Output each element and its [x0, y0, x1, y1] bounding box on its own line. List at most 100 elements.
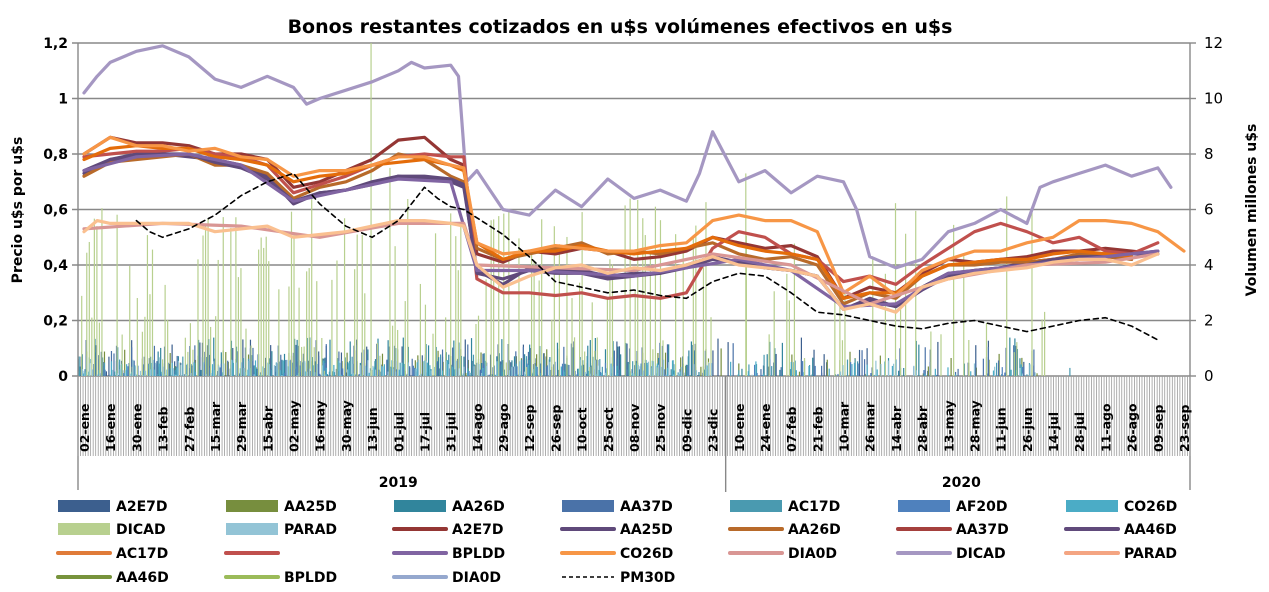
volume-bar-af20d [574, 370, 576, 376]
volume-bar-aa26d [513, 356, 516, 376]
legend-item: BPLDD [392, 546, 505, 562]
volume-bar-dicad [265, 236, 267, 376]
volume-bar-co26d [171, 362, 173, 376]
volume-bar-af20d [127, 366, 129, 376]
volume-bar-co26d [151, 362, 153, 376]
volume-bar-aa26d [781, 342, 783, 376]
volume-bar-parad [473, 366, 475, 376]
volume-bar-dicad [91, 317, 93, 376]
volume-bar-dicad [930, 331, 932, 376]
volume-bar-aa37d [174, 371, 176, 376]
legend-swatch-bar [730, 500, 782, 512]
volume-bar-parad [392, 368, 394, 376]
legend-swatch-bar [226, 523, 278, 535]
volume-bar-ac17d [811, 374, 813, 376]
volume-bar-dicad [167, 319, 169, 376]
volume-bar-aa26d [326, 374, 329, 376]
volume-bar-parad [352, 363, 354, 376]
volume-bar-a2e7d [108, 356, 110, 376]
volume-bar-af20d [238, 373, 240, 376]
legend-item: PARAD [226, 522, 337, 538]
volume-bar-dicad [237, 277, 240, 376]
volume-bar-aa37d [1023, 366, 1025, 376]
volume-bar-aa26d [1009, 337, 1011, 376]
volume-bar-aa37d [626, 369, 628, 376]
volume-bar-co26d [373, 367, 375, 376]
volume-bar-aa37d [176, 355, 178, 376]
volume-bar-aa37d [664, 369, 666, 376]
legend-item: AA26D [728, 522, 841, 538]
volume-bar-parad [665, 374, 667, 376]
volume-bar-dicad [336, 260, 338, 376]
x-tick-label: 01-jul [391, 412, 406, 452]
volume-bar-parad [486, 366, 488, 376]
volume-bar-af20d [94, 374, 96, 376]
volume-bar-dicad [391, 325, 394, 376]
x-tick-label: 26-ago [1125, 403, 1140, 452]
volume-bar-parad [839, 371, 842, 376]
volume-bar-dicad [591, 302, 593, 376]
volume-bar-dicad [505, 362, 507, 376]
volume-bar-aa26d [501, 339, 503, 376]
volume-bar-parad [511, 367, 513, 376]
volume-bar-aa26d [592, 356, 594, 376]
volume-bar-parad [223, 363, 225, 376]
volume-bar-ac17d [134, 365, 136, 376]
volume-bar-parad [374, 369, 377, 376]
legend-swatch-bar [394, 500, 446, 512]
volume-bar-parad [309, 368, 311, 376]
volume-bar-dicad [571, 298, 573, 376]
volume-bar-aa26d [256, 368, 258, 376]
volume-bar-aa26d [766, 354, 768, 376]
volume-bar-co26d [350, 374, 353, 376]
volume-bar-parad [637, 364, 639, 376]
volume-bar-af20d [683, 372, 685, 376]
volume-bar-parad [612, 366, 614, 376]
volume-bar-ac17d [1026, 374, 1028, 376]
volume-bar-parad [152, 359, 154, 376]
volume-bar-aa25d [124, 349, 126, 376]
volume-bar-af20d [529, 375, 531, 376]
volume-bar-dicad [98, 322, 101, 376]
legend-item: AF20D [898, 499, 1008, 515]
volume-bar-dicad [793, 243, 796, 376]
volume-bar-aa37d [153, 345, 156, 376]
volume-bar-parad [382, 366, 384, 376]
x-tick-label: 15-mar [208, 401, 223, 452]
volume-bar-dicad [834, 296, 836, 376]
x-tick-label: 02-may [287, 400, 302, 452]
volume-bar-dicad [525, 367, 528, 376]
volume-bar-aa26d [670, 369, 672, 376]
volume-bar-co26d [110, 361, 113, 376]
legend-label: DICAD [116, 522, 166, 538]
volume-bar-aa37d [325, 344, 327, 376]
volume-bar-parad [142, 375, 144, 376]
volume-bar-dicad [692, 235, 694, 376]
volume-bar-co26d [158, 363, 161, 376]
volume-bar-co26d [416, 362, 418, 376]
volume-bar-af20d [185, 364, 187, 376]
volume-bar-af20d [283, 372, 286, 376]
volume-bar-dicad [184, 337, 186, 376]
volume-bar-af20d [220, 363, 222, 376]
legend-label: DIA0D [452, 570, 501, 586]
volume-bar-a2e7d [174, 361, 176, 376]
volume-bar-aa25d [225, 352, 227, 376]
volume-bar-co26d [340, 374, 343, 376]
volume-bar-dicad [141, 331, 143, 376]
volume-bar-aa37d [982, 358, 984, 376]
volume-bar-a2e7d [143, 356, 145, 376]
volume-bar-parad [117, 373, 119, 376]
volume-bar-dicad [710, 317, 712, 376]
x-tick-label: 14-ago [470, 403, 485, 452]
volume-bar-parad [584, 371, 586, 376]
legend-swatch-bar [898, 500, 950, 512]
volume-bar-aa37d [189, 345, 191, 376]
volume-bar-af20d [1004, 372, 1006, 376]
volume-bar-dicad [1006, 196, 1008, 376]
volume-bar-parad [172, 368, 174, 376]
volume-bar-dicad [745, 173, 747, 376]
x-tick-label: 14-abr [889, 405, 904, 452]
volume-bar-parad [240, 362, 243, 376]
